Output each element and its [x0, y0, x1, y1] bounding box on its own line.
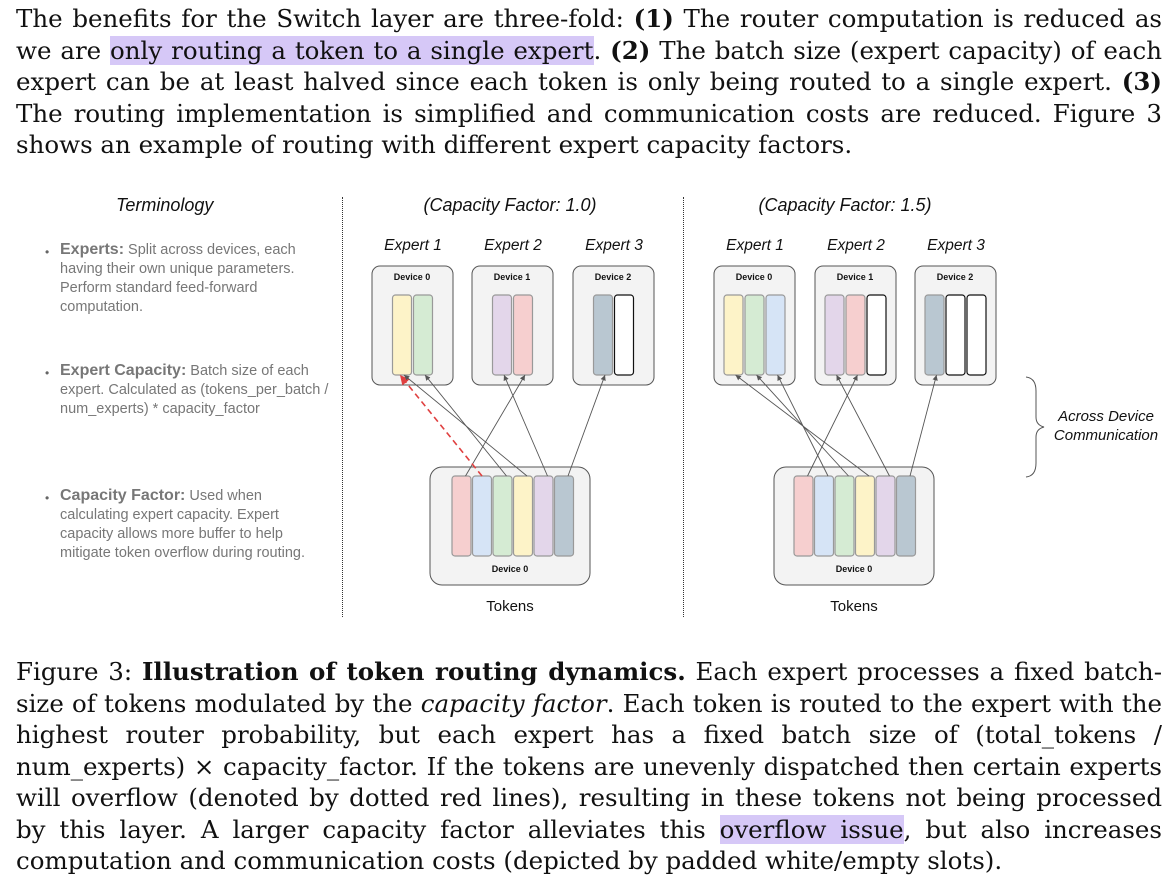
caption-text-1: Each expert processes a fixed batch-size… [16, 657, 1162, 718]
overflow-route-line [399, 374, 483, 477]
comm-label-line1: Across Device [1057, 408, 1154, 425]
term-desc: Batch size of each expert. Calculated as… [60, 363, 329, 417]
point-2-marker: (2) [610, 35, 651, 65]
expert-slot [765, 294, 786, 376]
terminology-title: Terminology [116, 195, 214, 215]
divider-left [342, 197, 343, 617]
point-1-text: The router computation is reduced as we … [16, 4, 1162, 65]
token [492, 475, 513, 557]
expert-label: Expert 3 [585, 237, 643, 254]
token [533, 475, 554, 557]
bullet-icon: • [45, 245, 50, 259]
token [895, 475, 917, 557]
point-3-text: The routing implementation is simplified… [16, 98, 1162, 160]
expert-slot [512, 294, 534, 376]
point-1-marker: (1) [633, 4, 674, 33]
routing-diagram: (Capacity Factor: 1.0) Expert 1 Device 0 Ex… [371, 195, 1158, 615]
caption-text-2: . Each token is routed to the expert wit… [16, 688, 1162, 844]
figure-caption: Figure 3: Illustration of token routing … [16, 656, 1162, 877]
body-paragraph: The benefits for the Switch layer are th… [16, 3, 1162, 161]
expert-label: Expert 1 [384, 237, 442, 254]
expert-slot [613, 294, 635, 376]
figure-3: Terminology • Experts: Split across devic… [0, 185, 1171, 635]
point-2-text: The batch size (expert capacity) of each… [16, 35, 1162, 97]
token [471, 475, 493, 557]
caption-highlight[interactable]: overflow issue [719, 814, 904, 844]
caption-text-3: , but also increases computation and com… [16, 814, 1162, 876]
brace-icon [1025, 376, 1045, 478]
expert-slot [824, 294, 845, 376]
expert-label: Expert 2 [827, 237, 885, 254]
token [451, 475, 472, 557]
route-line [503, 374, 548, 477]
expert-slot [744, 294, 765, 376]
route-line [836, 374, 890, 477]
tokens-label: Tokens [486, 598, 534, 615]
expert-device-box [572, 265, 655, 386]
panel-title: (Capacity Factor: 1.0) [423, 195, 596, 215]
bullet-icon: • [45, 366, 50, 380]
device-label: Device 0 [394, 272, 431, 282]
expert-slot [966, 294, 987, 376]
device-label: Device 1 [494, 272, 531, 282]
token [813, 475, 835, 557]
expert-slot [845, 294, 866, 376]
highlighted-phrase[interactable]: only routing a token to a single expert [110, 35, 594, 65]
term-name: Experts: [60, 241, 125, 258]
expert-slot [491, 294, 513, 376]
device-label: Device 2 [595, 272, 632, 282]
token [875, 475, 896, 557]
term-name: Expert Capacity: [60, 362, 187, 379]
expert-slot [866, 294, 887, 376]
expert-slot [412, 294, 434, 376]
divider-right [683, 197, 684, 617]
term-name: Capacity Factor: [60, 487, 186, 504]
expert-slot [391, 294, 413, 376]
expert-device-box [371, 265, 454, 386]
route-line [735, 374, 870, 477]
token [854, 475, 876, 557]
bullet-icon: • [45, 491, 50, 505]
token [512, 475, 534, 557]
route-line [465, 374, 526, 477]
expert-slot [592, 294, 614, 376]
route-line [403, 374, 528, 477]
term-desc: Split across devices, each having their … [60, 242, 296, 315]
route-line [807, 374, 858, 477]
token [553, 475, 575, 557]
point-1-end: . [593, 35, 611, 65]
caption-italic: capacity factor [420, 688, 607, 718]
term-expert-capacity: • Expert Capacity: Batch size of each exp… [45, 361, 330, 419]
expert-label: Expert 2 [484, 237, 542, 254]
caption-title: Illustration of token routing dynamics. [141, 657, 686, 686]
expert-label: Expert 3 [927, 237, 985, 254]
term-desc: Used when calculating expert capacity. E… [60, 488, 306, 561]
caption-label: Figure 3: [16, 657, 142, 686]
expert-slot [945, 294, 966, 376]
tokens-label: Tokens [830, 598, 878, 615]
expert-device-box [471, 265, 554, 386]
panel-title: (Capacity Factor: 1.5) [758, 195, 931, 215]
route-line [909, 374, 938, 477]
expert-slot [924, 294, 945, 376]
device-label: Device 1 [837, 272, 874, 282]
device-label: Device 0 [836, 564, 873, 574]
device-label: Device 0 [492, 564, 529, 574]
device-label: Device 2 [937, 272, 974, 282]
point-3-marker: (3) [1121, 67, 1162, 96]
term-capacity-factor: • Capacity Factor: Used when calculating … [45, 486, 330, 563]
term-experts: • Experts: Split across devices, each hav… [45, 240, 330, 317]
token [793, 475, 814, 557]
comm-label-line2: Communication [1054, 427, 1158, 444]
expert-slot [723, 294, 744, 376]
token [834, 475, 855, 557]
route-line [567, 374, 606, 477]
device-label: Device 0 [736, 272, 773, 282]
expert-label: Expert 1 [726, 237, 784, 254]
paragraph-intro: The benefits for the Switch layer are th… [16, 4, 634, 33]
